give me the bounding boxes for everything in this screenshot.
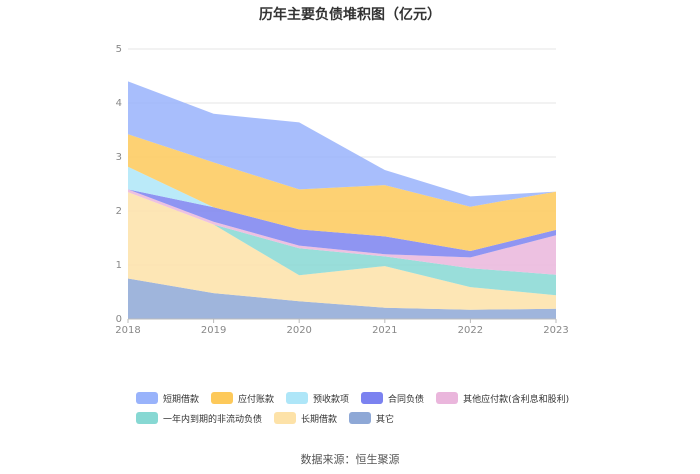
axis-layer: 0 1 2 3 4 5 2018 2019 2020 2021 2022 2023: [115, 44, 568, 336]
legend-swatch: [211, 392, 234, 404]
legend-row: 一年内到期的非流动负债 长期借款 其它: [136, 408, 616, 428]
legend-label: 其它: [376, 414, 395, 425]
chart-title: 历年主要负债堆积图（亿元）: [259, 7, 441, 23]
y-tick-label: 2: [116, 206, 122, 217]
legend-label: 预收款项: [313, 394, 350, 405]
area-series: [128, 189, 556, 275]
source-note: 数据来源：恒生聚源: [300, 453, 400, 466]
area-layer: [128, 81, 556, 319]
y-tick-label: 5: [116, 44, 122, 55]
stacked-area-chart: 0 1 2 3 4 5 2018 2019 2020 2021 2022 2023: [115, 44, 568, 336]
legend-item[interactable]: 其它: [349, 412, 394, 425]
area-series: [128, 278, 556, 319]
legend-label: 应付账款: [238, 394, 275, 405]
area-series: [128, 134, 556, 251]
area-series: [128, 192, 556, 310]
legend-label: 合同负债: [388, 394, 425, 405]
legend-item[interactable]: 长期借款: [274, 412, 337, 425]
y-tick-label: 3: [116, 152, 122, 163]
legend-label: 短期借款: [163, 394, 200, 405]
legend-swatch: [349, 412, 372, 424]
legend-row: 短期借款 应付账款 预收款项 合同负债 其他应付款(含利息和股利): [136, 388, 616, 408]
x-tick-label: 2018: [115, 325, 140, 336]
legend-label: 其他应付款(含利息和股利): [463, 394, 570, 405]
legend-item[interactable]: 短期借款: [136, 392, 199, 405]
y-tick-label: 1: [116, 260, 122, 271]
legend-swatch: [286, 392, 309, 404]
legend-swatch: [136, 412, 158, 424]
legend-label: 一年内到期的非流动负债: [163, 414, 263, 425]
legend-swatch: [361, 392, 384, 404]
x-tick-label: 2023: [543, 325, 568, 336]
area-series: [128, 189, 556, 258]
area-series: [128, 192, 556, 296]
y-tick-label: 0: [116, 314, 122, 325]
legend-swatch: [436, 392, 459, 404]
legend-swatch: [136, 392, 158, 404]
x-tick-label: 2020: [286, 325, 311, 336]
y-tick-label: 4: [116, 98, 122, 109]
area-series: [128, 81, 556, 207]
legend-swatch: [274, 412, 297, 424]
legend-item[interactable]: 预收款项: [286, 392, 349, 405]
legend-item[interactable]: 合同负债: [361, 392, 424, 405]
legend-item[interactable]: 其他应付款(含利息和股利): [436, 392, 569, 405]
legend-item[interactable]: 应付账款: [211, 392, 274, 405]
legend: 短期借款 应付账款 预收款项 合同负债 其他应付款(含利息和股利) 一年内到期的非流动负…: [136, 388, 616, 428]
legend-label: 长期借款: [301, 414, 338, 425]
x-tick-label: 2019: [201, 325, 226, 336]
legend-item[interactable]: 一年内到期的非流动负债: [136, 412, 262, 425]
x-tick-label: 2022: [458, 325, 483, 336]
x-tick-label: 2021: [372, 325, 397, 336]
